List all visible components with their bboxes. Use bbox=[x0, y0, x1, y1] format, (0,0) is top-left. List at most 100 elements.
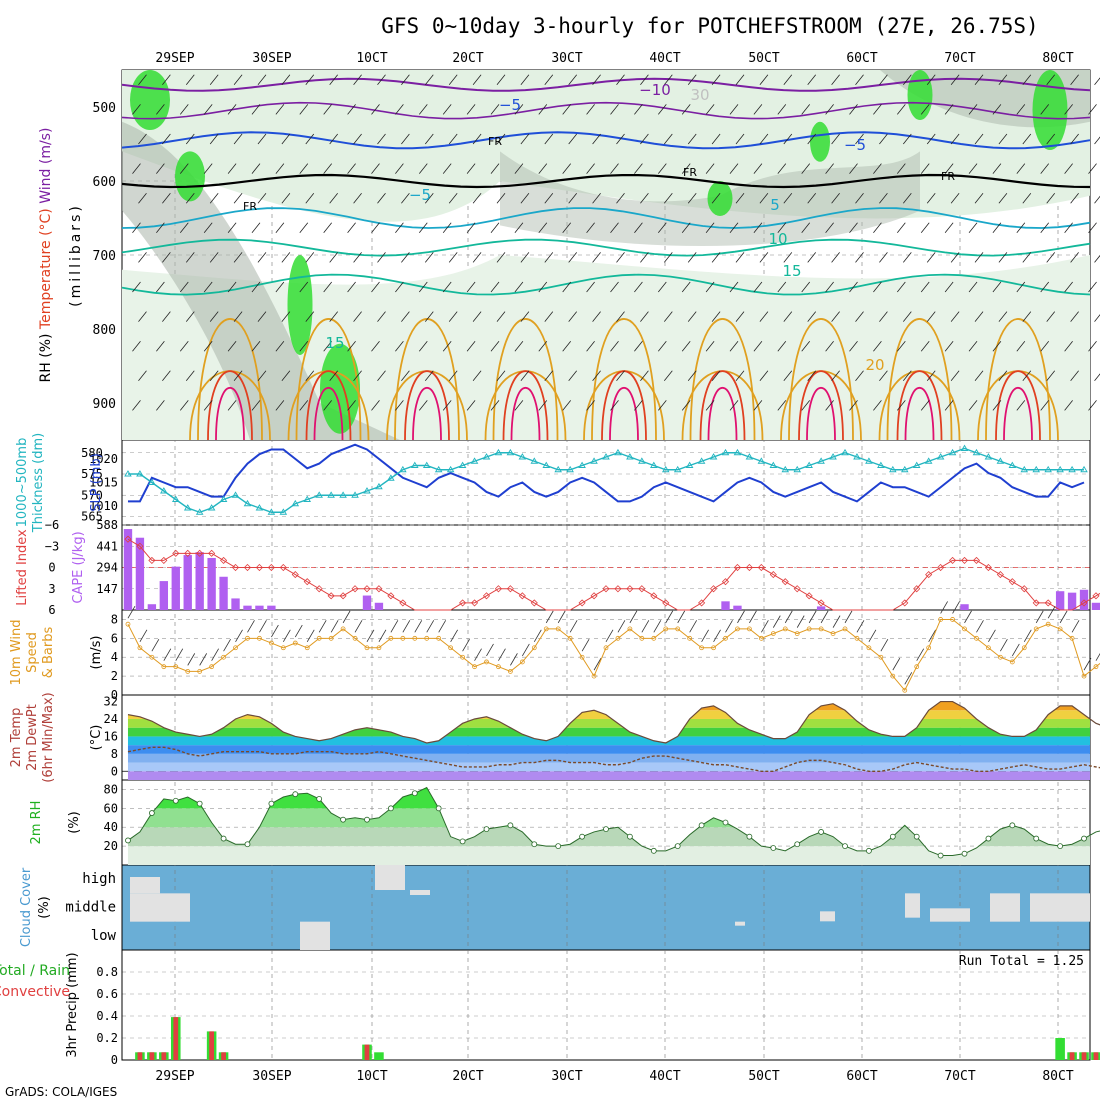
wind-barb bbox=[735, 133, 745, 145]
thickness-point bbox=[434, 465, 443, 473]
temp-tick-label: 16 bbox=[104, 729, 118, 743]
wind-barb bbox=[592, 192, 601, 204]
wind-barb bbox=[448, 192, 458, 204]
wind-barb bbox=[538, 222, 548, 234]
wind-speed-point bbox=[233, 645, 238, 651]
contour-label: 5 bbox=[770, 196, 780, 214]
temp-ylabel: 2m DewPt bbox=[25, 704, 40, 771]
contour-warm-dome bbox=[502, 370, 549, 441]
wind-barb bbox=[749, 610, 757, 624]
wind-barb bbox=[402, 620, 411, 633]
wind-barb bbox=[257, 311, 267, 322]
rh-point bbox=[627, 833, 633, 840]
cape-tick-label: 147 bbox=[96, 582, 118, 596]
wind-speed-point bbox=[818, 626, 824, 632]
lifted-point bbox=[470, 599, 479, 607]
wind-barb bbox=[1094, 373, 1100, 382]
lifted-point bbox=[1044, 599, 1052, 607]
wind-barb bbox=[520, 311, 530, 322]
wind-barb bbox=[1046, 370, 1056, 382]
wind-speed-point bbox=[197, 668, 203, 674]
thickness-point bbox=[219, 495, 228, 502]
thickness-point bbox=[1080, 465, 1088, 473]
contour-label: 30 bbox=[690, 86, 709, 104]
cape-bar bbox=[267, 605, 276, 610]
lifted-point bbox=[805, 592, 813, 600]
wind-speed-point bbox=[352, 635, 358, 641]
wind-barb bbox=[729, 281, 739, 293]
date-label-bottom: 20CT bbox=[452, 1069, 483, 1084]
wind-barb bbox=[729, 340, 739, 352]
wind-barb bbox=[1046, 192, 1056, 204]
wind-speed-point bbox=[268, 640, 274, 646]
rh-point bbox=[818, 829, 825, 835]
wind-barb bbox=[203, 281, 213, 293]
wind-barb bbox=[545, 610, 554, 624]
wind-speed-point bbox=[125, 621, 131, 627]
precip-convective-bar bbox=[161, 1052, 167, 1060]
wind-barb bbox=[687, 311, 697, 322]
wind-barb bbox=[879, 133, 888, 145]
wind-barb bbox=[329, 252, 338, 263]
wind-speed-point bbox=[842, 626, 848, 632]
wind-barb bbox=[705, 400, 715, 411]
thickness-point bbox=[351, 491, 359, 498]
wind-barb bbox=[832, 615, 841, 628]
wind-barb bbox=[825, 281, 834, 293]
wind-barb bbox=[371, 400, 380, 411]
wind-barb bbox=[520, 370, 530, 382]
wind-barb bbox=[401, 252, 410, 263]
wind-barb bbox=[617, 620, 626, 633]
wind-speed-point bbox=[424, 635, 430, 641]
rh-high-blob bbox=[707, 181, 733, 216]
lifted-point bbox=[650, 592, 658, 600]
wind-barb bbox=[926, 133, 936, 145]
wind-barb bbox=[299, 222, 309, 234]
wind-barb bbox=[251, 104, 261, 115]
wind-barb bbox=[1083, 657, 1092, 671]
contour-label: FR bbox=[243, 200, 257, 213]
wind-speed-point bbox=[699, 645, 705, 651]
lifted-tick-label: 3 bbox=[48, 582, 55, 596]
wind-barb bbox=[735, 74, 745, 86]
wind-barb bbox=[950, 133, 960, 145]
wind-barb bbox=[305, 192, 315, 204]
wind-barb bbox=[663, 311, 673, 322]
wind-barb bbox=[538, 281, 548, 293]
wind-barb bbox=[753, 400, 763, 411]
wind-barb bbox=[879, 192, 888, 204]
wind-barb bbox=[944, 222, 954, 234]
wind-barb bbox=[640, 192, 649, 204]
wind-barb bbox=[418, 104, 428, 115]
rh-point bbox=[746, 833, 753, 840]
wind-barb bbox=[426, 620, 435, 633]
rh-high-blob bbox=[287, 255, 313, 355]
lifted-point bbox=[231, 563, 240, 572]
rh-point bbox=[866, 847, 872, 854]
temp-band bbox=[127, 762, 1090, 772]
upper-ylabel-part: Temperature (°C) bbox=[38, 204, 54, 330]
wind-barb bbox=[496, 370, 506, 382]
wind-barb bbox=[976, 620, 984, 633]
wind-barb bbox=[203, 340, 213, 352]
wind-barb bbox=[903, 192, 912, 204]
wind-barb bbox=[713, 629, 721, 642]
thickness-point bbox=[602, 453, 610, 460]
cloud-block bbox=[410, 890, 430, 895]
wind-barb bbox=[926, 192, 936, 204]
contour-label: 20 bbox=[865, 356, 884, 374]
wind-barb bbox=[281, 192, 291, 204]
wind-barb bbox=[640, 311, 649, 322]
wind-barb bbox=[442, 340, 452, 352]
wind-barb bbox=[892, 657, 901, 671]
wind-barb bbox=[209, 311, 219, 322]
wind-barb bbox=[318, 620, 327, 633]
wind-barb bbox=[634, 340, 643, 352]
wind-barb bbox=[849, 281, 858, 293]
wind-barb bbox=[855, 252, 864, 263]
wind-barb bbox=[974, 74, 984, 86]
wind-barb bbox=[294, 624, 303, 638]
wind-barb bbox=[880, 639, 889, 652]
wind-barb bbox=[807, 133, 817, 145]
wind-barb bbox=[807, 370, 817, 382]
